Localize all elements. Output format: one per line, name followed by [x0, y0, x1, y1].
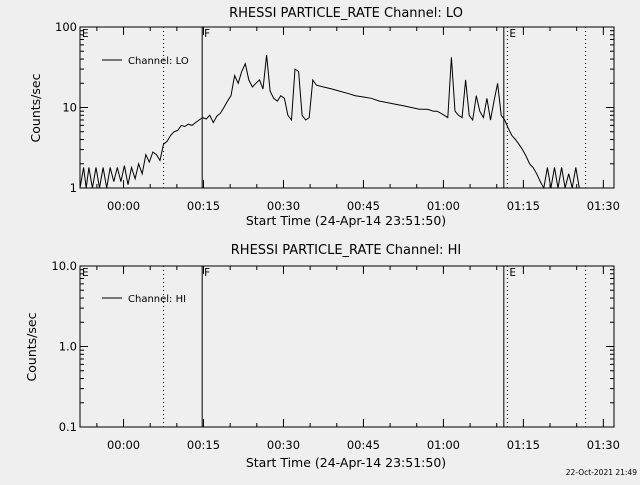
x-tick-label: 00:45 [347, 199, 380, 213]
legend: Channel: HI [102, 294, 186, 305]
y-tick-label: 1 [70, 181, 77, 195]
legend-label: Channel: HI [128, 294, 186, 305]
legend-label: Channel: LO [128, 56, 189, 67]
event-marker-label: E [509, 28, 516, 40]
event-marker-label: F [204, 28, 210, 40]
x-tick-label: 01:30 [587, 199, 620, 213]
y-tick-label: 10 [62, 101, 77, 115]
x-tick-label: 01:00 [427, 199, 460, 213]
legend: Channel: LO [102, 56, 189, 67]
x-axis-label: Start Time (24-Apr-14 23:51:50) [246, 455, 446, 470]
chart-title: RHESSI PARTICLE_RATE Channel: HI [231, 243, 461, 258]
x-tick-label: 01:15 [507, 199, 540, 213]
x-tick-label: 00:30 [267, 199, 300, 213]
y-tick-label: 1.0 [59, 340, 77, 354]
panel-hi: RHESSI PARTICLE_RATE Channel: HI Counts/… [24, 243, 620, 470]
x-tick-label: 00:15 [187, 199, 220, 213]
event-marker-label: E [509, 267, 516, 279]
x-tick-label: 00:30 [267, 438, 300, 452]
event-marker-label: E [82, 267, 89, 279]
y-tick-label: 10.0 [51, 259, 77, 273]
x-tick-label: 00:00 [107, 438, 140, 452]
y-axis-label: Counts/sec [28, 73, 43, 142]
x-tick-label: 00:45 [347, 438, 380, 452]
y-axis-label: Counts/sec [24, 312, 39, 381]
x-tick-label: 00:00 [107, 199, 140, 213]
chart-title: RHESSI PARTICLE_RATE Channel: LO [229, 6, 463, 21]
panel-lo: RHESSI PARTICLE_RATE Channel: LO Counts/… [28, 6, 620, 228]
x-tick-label: 01:30 [587, 438, 620, 452]
event-marker-label: F [204, 267, 210, 279]
y-tick-label: 100 [55, 20, 77, 34]
x-axis-label: Start Time (24-Apr-14 23:51:50) [246, 213, 446, 228]
series-line [79, 54, 580, 190]
y-tick-label: 0.1 [59, 420, 77, 434]
event-marker-label: E [82, 28, 89, 40]
x-tick-label: 01:15 [507, 438, 540, 452]
x-tick-label: 00:15 [187, 438, 220, 452]
render-timestamp: 22-Oct-2021 21:49 [566, 468, 637, 477]
x-tick-label: 01:00 [427, 438, 460, 452]
